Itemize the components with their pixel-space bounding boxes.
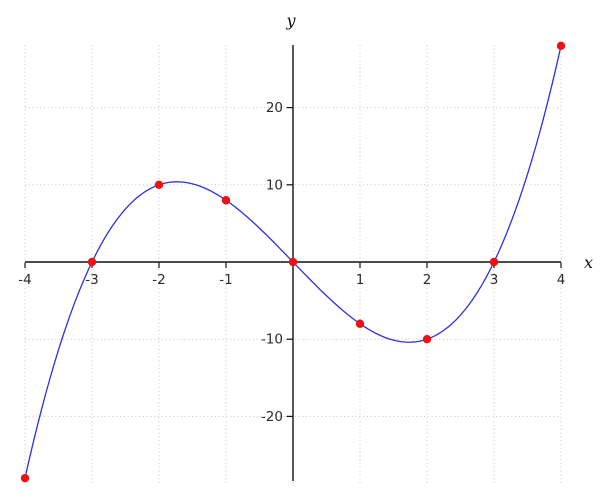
y-tick-label: 10 — [266, 177, 283, 193]
x-tick-label: 4 — [557, 272, 566, 288]
y-axis-label: y — [285, 11, 296, 30]
data-point — [489, 257, 499, 267]
y-tick-label: 20 — [266, 100, 283, 116]
x-tick-label: 2 — [423, 272, 432, 288]
data-point — [20, 473, 30, 483]
x-tick-label: 3 — [490, 272, 499, 288]
x-axis-label: x — [584, 253, 593, 272]
y-tick-label: -20 — [261, 409, 283, 425]
data-point — [288, 257, 298, 267]
y-tick-label: -10 — [261, 332, 283, 348]
data-point — [154, 180, 164, 189]
data-point — [422, 335, 432, 344]
data-point — [87, 257, 97, 267]
x-tick-label: -4 — [18, 272, 31, 288]
x-tick-label: -3 — [85, 272, 98, 288]
x-tick-label: -2 — [152, 272, 165, 288]
x-tick-label: -1 — [219, 272, 232, 288]
points-layer — [20, 41, 566, 483]
data-point — [221, 196, 231, 205]
data-point — [556, 41, 566, 51]
data-point — [355, 319, 365, 328]
x-tick-label: 1 — [356, 272, 365, 288]
